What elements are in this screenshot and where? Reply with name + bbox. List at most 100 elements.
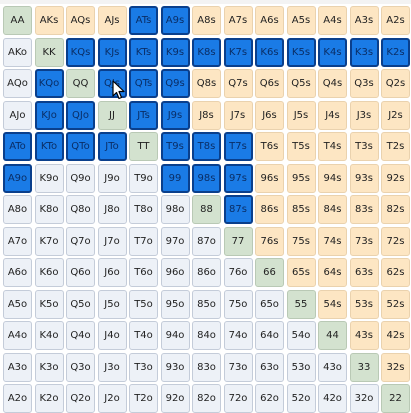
hand-cell-j6o[interactable]: J6o xyxy=(97,258,127,287)
hand-cell-94s[interactable]: 94s xyxy=(318,163,347,193)
hand-cell-k4s[interactable]: K4s xyxy=(318,37,347,67)
hand-cell-52s[interactable]: 52s xyxy=(381,289,410,319)
hand-cell-jj[interactable]: JJ xyxy=(97,100,127,130)
hand-cell-86o[interactable]: 86o xyxy=(192,258,221,287)
hand-cell-42o[interactable]: 42o xyxy=(318,384,347,413)
hand-cell-87o[interactable]: 87o xyxy=(192,226,221,256)
hand-cell-qjo[interactable]: QJo xyxy=(66,100,95,130)
hand-cell-a9o[interactable]: A9o xyxy=(3,163,32,193)
hand-cell-53o[interactable]: 53o xyxy=(286,352,316,382)
hand-cell-75s[interactable]: 75s xyxy=(286,226,316,256)
hand-cell-j5o[interactable]: J5o xyxy=(97,289,127,319)
hand-cell-43o[interactable]: 43o xyxy=(318,352,347,382)
hand-cell-k6s[interactable]: K6s xyxy=(255,37,284,67)
hand-cell-kjo[interactable]: KJo xyxy=(34,100,64,130)
hand-cell-k3o[interactable]: K3o xyxy=(34,352,64,382)
hand-cell-a5s[interactable]: A5s xyxy=(286,6,316,35)
hand-cell-kk[interactable]: KK xyxy=(34,37,64,67)
hand-cell-42s[interactable]: 42s xyxy=(381,321,410,350)
hand-cell-64s[interactable]: 64s xyxy=(318,258,347,287)
hand-cell-63o[interactable]: 63o xyxy=(255,352,284,382)
hand-cell-83o[interactable]: 83o xyxy=(192,352,221,382)
hand-cell-65o[interactable]: 65o xyxy=(255,289,284,319)
hand-cell-q2s[interactable]: Q2s xyxy=(381,69,410,98)
hand-cell-q4o[interactable]: Q4o xyxy=(66,321,95,350)
hand-cell-88[interactable]: 88 xyxy=(192,195,221,224)
hand-cell-62s[interactable]: 62s xyxy=(381,258,410,287)
hand-cell-q5o[interactable]: Q5o xyxy=(66,289,95,319)
hand-cell-kqo[interactable]: KQo xyxy=(34,69,64,98)
hand-cell-q6o[interactable]: Q6o xyxy=(66,258,95,287)
hand-cell-t5o[interactable]: T5o xyxy=(129,289,158,319)
hand-cell-j5s[interactable]: J5s xyxy=(286,100,316,130)
hand-cell-k5s[interactable]: K5s xyxy=(286,37,316,67)
hand-cell-92o[interactable]: 92o xyxy=(160,384,190,413)
hand-cell-k5o[interactable]: K5o xyxy=(34,289,64,319)
hand-cell-t9s[interactable]: T9s xyxy=(160,132,190,161)
hand-cell-63s[interactable]: 63s xyxy=(349,258,379,287)
hand-cell-ats[interactable]: ATs xyxy=(129,6,158,35)
hand-cell-aqs[interactable]: AQs xyxy=(66,6,95,35)
hand-cell-74s[interactable]: 74s xyxy=(318,226,347,256)
hand-cell-22[interactable]: 22 xyxy=(381,384,410,413)
hand-cell-98o[interactable]: 98o xyxy=(160,195,190,224)
hand-cell-k8s[interactable]: K8s xyxy=(192,37,221,67)
hand-cell-jts[interactable]: JTs xyxy=(129,100,158,130)
hand-cell-44[interactable]: 44 xyxy=(318,321,347,350)
hand-cell-95s[interactable]: 95s xyxy=(286,163,316,193)
hand-cell-qto[interactable]: QTo xyxy=(66,132,95,161)
hand-cell-j8o[interactable]: J8o xyxy=(97,195,127,224)
hand-cell-k3s[interactable]: K3s xyxy=(349,37,379,67)
hand-cell-t2s[interactable]: T2s xyxy=(381,132,410,161)
hand-cell-95o[interactable]: 95o xyxy=(160,289,190,319)
hand-cell-a3o[interactable]: A3o xyxy=(3,352,32,382)
hand-cell-ato[interactable]: ATo xyxy=(3,132,32,161)
hand-cell-72o[interactable]: 72o xyxy=(223,384,253,413)
hand-cell-64o[interactable]: 64o xyxy=(255,321,284,350)
hand-cell-k4o[interactable]: K4o xyxy=(34,321,64,350)
hand-cell-85o[interactable]: 85o xyxy=(192,289,221,319)
hand-cell-75o[interactable]: 75o xyxy=(223,289,253,319)
hand-cell-97s[interactable]: 97s xyxy=(223,163,253,193)
hand-cell-a3s[interactable]: A3s xyxy=(349,6,379,35)
hand-cell-j2s[interactable]: J2s xyxy=(381,100,410,130)
hand-cell-j6s[interactable]: J6s xyxy=(255,100,284,130)
hand-cell-a6o[interactable]: A6o xyxy=(3,258,32,287)
hand-cell-j8s[interactable]: J8s xyxy=(192,100,221,130)
hand-cell-43s[interactable]: 43s xyxy=(349,321,379,350)
hand-cell-t6o[interactable]: T6o xyxy=(129,258,158,287)
hand-cell-k7s[interactable]: K7s xyxy=(223,37,253,67)
hand-cell-72s[interactable]: 72s xyxy=(381,226,410,256)
hand-cell-ako[interactable]: AKo xyxy=(3,37,32,67)
hand-cell-84s[interactable]: 84s xyxy=(318,195,347,224)
hand-cell-qq[interactable]: QQ xyxy=(66,69,95,98)
hand-cell-ajs[interactable]: AJs xyxy=(97,6,127,35)
hand-cell-q7o[interactable]: Q7o xyxy=(66,226,95,256)
hand-cell-96s[interactable]: 96s xyxy=(255,163,284,193)
hand-cell-j3o[interactable]: J3o xyxy=(97,352,127,382)
hand-cell-ajo[interactable]: AJo xyxy=(3,100,32,130)
hand-cell-73o[interactable]: 73o xyxy=(223,352,253,382)
hand-cell-k2s[interactable]: K2s xyxy=(381,37,410,67)
hand-cell-83s[interactable]: 83s xyxy=(349,195,379,224)
hand-cell-j9o[interactable]: J9o xyxy=(97,163,127,193)
hand-cell-q3o[interactable]: Q3o xyxy=(66,352,95,382)
hand-cell-65s[interactable]: 65s xyxy=(286,258,316,287)
hand-cell-32s[interactable]: 32s xyxy=(381,352,410,382)
hand-cell-76s[interactable]: 76s xyxy=(255,226,284,256)
hand-cell-aks[interactable]: AKs xyxy=(34,6,64,35)
hand-cell-66[interactable]: 66 xyxy=(255,258,284,287)
hand-cell-aa[interactable]: AA xyxy=(3,6,32,35)
hand-cell-a5o[interactable]: A5o xyxy=(3,289,32,319)
hand-cell-jto[interactable]: JTo xyxy=(97,132,127,161)
hand-cell-kqs[interactable]: KQs xyxy=(66,37,95,67)
hand-cell-53s[interactable]: 53s xyxy=(349,289,379,319)
hand-cell-54o[interactable]: 54o xyxy=(286,321,316,350)
hand-cell-a2o[interactable]: A2o xyxy=(3,384,32,413)
hand-cell-kto[interactable]: KTo xyxy=(34,132,64,161)
hand-cell-84o[interactable]: 84o xyxy=(192,321,221,350)
hand-cell-t2o[interactable]: T2o xyxy=(129,384,158,413)
hand-cell-93o[interactable]: 93o xyxy=(160,352,190,382)
hand-cell-t5s[interactable]: T5s xyxy=(286,132,316,161)
hand-cell-q8s[interactable]: Q8s xyxy=(192,69,221,98)
